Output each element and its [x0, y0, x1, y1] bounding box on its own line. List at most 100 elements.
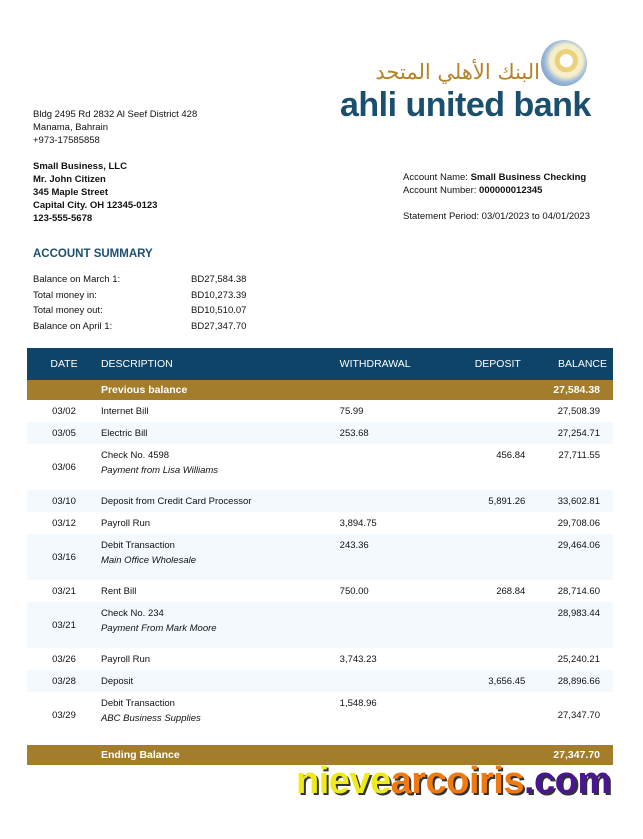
row-date: 03/06 [52, 461, 76, 473]
table-row: 03/02 Internet Bill 75.99 27,508.39 [27, 400, 613, 422]
row-description-sub: Payment from Lisa Williams [100, 465, 219, 476]
summary-label: Balance on April 1: [33, 320, 113, 332]
row-description-text: Debit Transaction [100, 698, 175, 709]
watermark-part: arcoiris [390, 760, 525, 802]
row-balance: 33,602.81 [553, 490, 613, 512]
ending-balance-value: 27,347.70 [553, 745, 613, 765]
row-withdrawal: 3,743.23 [339, 653, 377, 665]
row-description-text: Rent Bill [100, 585, 137, 597]
table-row: 03/29 Debit Transaction ABC Business Supp… [27, 692, 613, 738]
bank-logo-english: ahli united bank [340, 86, 591, 124]
row-balance: 27,254.71 [553, 422, 613, 444]
row-description: Check No. 234 Payment From Mark Moore [100, 602, 340, 648]
row-description-sub: Payment From Mark Moore [100, 623, 217, 634]
row-withdrawal [339, 670, 443, 692]
row-deposit [442, 512, 553, 534]
row-description: Internet Bill [101, 400, 340, 422]
row-description: Electric Bill [100, 422, 340, 444]
row-date: 03/10 [27, 490, 101, 512]
bank-address-line: Bldg 2495 Rd 2832 Al Seef District 428 [33, 109, 198, 120]
row-withdrawal: 243.36 [339, 534, 443, 580]
bank-address: Bldg 2495 Rd 2832 Al Seef District 428 M… [33, 108, 197, 147]
customer-company: Small Business, LLC [33, 161, 127, 172]
row-deposit [442, 648, 553, 670]
row-date: 03/02 [52, 405, 76, 417]
summary-value: BD10,510.07 [191, 305, 247, 316]
row-description-sub: ABC Business Supplies [100, 713, 201, 724]
row-deposit [442, 422, 554, 444]
table-row: 03/28 Deposit 3,656.45 28,896.66 [27, 670, 613, 692]
row-date: 03/16 [27, 534, 101, 580]
row-balance: 25,240.21 [557, 653, 600, 665]
row-description-sub: Main Office Wholesale [100, 555, 196, 566]
summary-label: Total money out: [33, 305, 103, 316]
row-balance: 29,464.06 [553, 534, 613, 580]
table-row: 03/06 Check No. 4598 Payment from Lisa Wi… [27, 444, 613, 490]
account-summary: Balance on March 1: BD27,584.38 Total mone… [33, 273, 246, 335]
transactions-table: DATE DESCRIPTION WITHDRAWAL DEPOSIT BALA… [27, 348, 613, 765]
previous-balance-row: Previous balance 27,584.38 [27, 380, 613, 400]
row-description: Debit Transaction Main Office Wholesale [100, 534, 340, 580]
bank-phone: +973-17585858 [33, 135, 100, 146]
row-deposit [442, 692, 553, 738]
row-deposit [442, 534, 554, 580]
summary-value: BD10,273.39 [191, 289, 247, 301]
row-deposit: 3,656.45 [442, 670, 554, 692]
row-description-text: Electric Bill [100, 427, 148, 439]
row-deposit [442, 602, 554, 648]
row-description: Debit Transaction ABC Business Supplies [101, 692, 340, 738]
customer-street: 345 Maple Street [33, 187, 108, 198]
table-row: 03/21 Rent Bill 750.00 268.84 28,714.60 [27, 580, 613, 602]
watermark: nievearcoiris.com [296, 760, 611, 803]
previous-balance-value: 27,584.38 [553, 380, 613, 400]
summary-label: Balance on March 1: [33, 274, 121, 285]
customer-city: Capital City. OH 12345-0123 [33, 200, 158, 211]
summary-row: Total money in: BD10,273.39 [33, 289, 246, 305]
row-deposit: 268.84 [496, 585, 526, 597]
account-name-label: Account Name: [403, 172, 468, 183]
summary-value: BD27,347.70 [191, 320, 247, 332]
bank-logo-arabic: البنك الأهلي المتحد [375, 60, 540, 84]
statement-period: Statement Period: 03/01/2023 to 04/01/20… [403, 211, 590, 222]
table-row: 03/16 Debit Transaction Main Office Whole… [27, 534, 613, 580]
summary-row: Balance on March 1: BD27,584.38 [33, 273, 246, 289]
row-deposit: 456.84 [496, 450, 526, 461]
row-balance: 27,711.55 [558, 450, 600, 461]
row-description-text: Check No. 234 [100, 608, 164, 619]
header-balance: BALANCE [553, 348, 613, 380]
row-balance: 28,983.44 [553, 602, 613, 648]
row-description-text: Check No. 4598 [100, 450, 170, 461]
summary-value: BD27,584.38 [191, 274, 247, 285]
row-description: Payroll Run [101, 648, 340, 670]
header-withdrawal: WITHDRAWAL [339, 348, 443, 380]
row-description: Deposit [100, 670, 340, 692]
row-balance: 29,708.06 [557, 517, 600, 529]
row-withdrawal [339, 490, 443, 512]
row-description-text: Deposit from Credit Card Processor [100, 495, 252, 507]
table-row: 03/21 Check No. 234 Payment From Mark Moo… [27, 602, 613, 648]
header-date: DATE [27, 348, 101, 380]
row-withdrawal [339, 602, 443, 648]
table-row: 03/05 Electric Bill 253.68 27,254.71 [27, 422, 613, 444]
header-description: DESCRIPTION [100, 348, 340, 380]
row-withdrawal: 750.00 [339, 585, 369, 597]
watermark-part: .com [523, 760, 611, 802]
row-description-text: Internet Bill [100, 405, 149, 417]
table-row: 03/10 Deposit from Credit Card Processor… [27, 490, 613, 512]
table-row: 03/26 Payroll Run 3,743.23 25,240.21 [27, 648, 613, 670]
row-date: 03/05 [27, 422, 101, 444]
row-balance: 28,896.66 [553, 670, 613, 692]
row-description-text: Payroll Run [100, 653, 151, 665]
ending-balance-row: Ending Balance 27,347.70 [27, 745, 613, 765]
row-deposit [442, 400, 553, 422]
account-number-label: Account Number: [403, 185, 477, 196]
row-withdrawal [340, 444, 443, 490]
previous-balance-label: Previous balance [100, 380, 340, 400]
summary-row: Total money out: BD10,510.07 [33, 304, 246, 320]
bank-logo-emblem-icon [541, 40, 587, 86]
row-withdrawal: 3,894.75 [339, 517, 377, 529]
row-balance: 28,714.60 [557, 585, 600, 597]
account-name: Small Business Checking [470, 172, 587, 183]
row-description-text: Deposit [100, 675, 134, 687]
summary-label: Total money in: [33, 289, 97, 301]
